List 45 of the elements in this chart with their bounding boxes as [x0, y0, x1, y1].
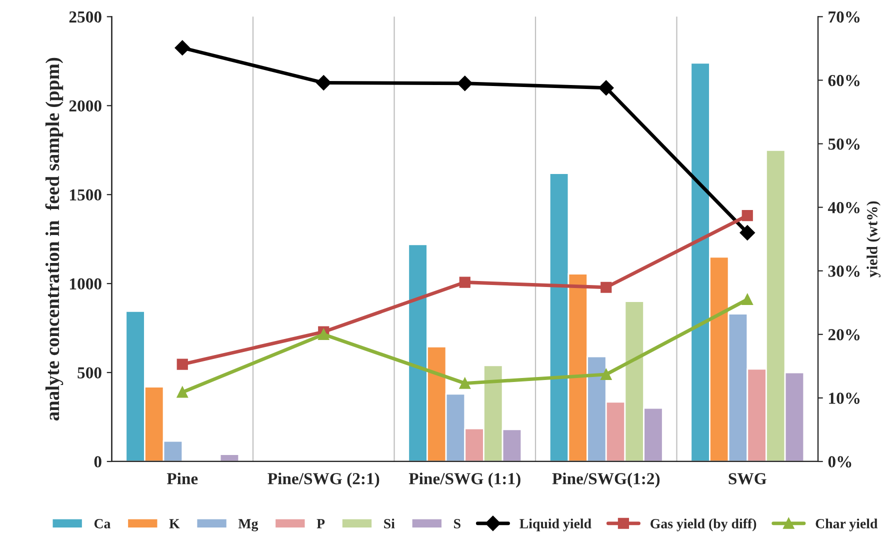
point [176, 386, 188, 398]
point [459, 276, 470, 288]
y2-tick-label: 30% [828, 266, 860, 277]
y2-tick-label: 20% [828, 329, 860, 340]
x-tick-label: Pine/SWG (2:1) [268, 472, 380, 488]
y-tick-label: 1500 [70, 189, 102, 201]
legend-label: K [169, 519, 180, 528]
point [742, 294, 753, 305]
y-tick-label: 2000 [69, 100, 102, 112]
legend-label: P [316, 519, 325, 528]
y2-tick-label: 60% [828, 74, 860, 86]
y-tick-label: 1000 [70, 278, 102, 290]
y-tick-label: 2500 [69, 11, 102, 23]
y2-tick-label: 0% [828, 456, 852, 468]
point [600, 368, 612, 380]
y2-tick-label: 70% [828, 11, 860, 23]
point [600, 282, 612, 293]
point [459, 378, 470, 389]
x-tick-label: Pine/SWG(1:2) [552, 472, 660, 488]
y2-tick-label: 10% [829, 392, 860, 404]
x-tick-label: Pine/SWG (1:1) [408, 472, 520, 488]
x-tick-label: Pine [166, 472, 198, 484]
legend-label: Liquid yield [520, 518, 592, 532]
point [740, 225, 755, 240]
legend-label: Ca [94, 519, 110, 528]
legend-label: Char yield [816, 518, 878, 532]
legend-label: Si [384, 518, 395, 528]
legend-label: Mg [238, 519, 258, 532]
legend-label: Gas yield (by diff) [650, 518, 756, 532]
y-axis-title: analyte concentration in feed sample (ppm) [45, 58, 64, 420]
point [318, 328, 330, 340]
point [742, 210, 753, 222]
y2-axis-title: yield (wt%) [866, 201, 881, 278]
point [457, 76, 472, 91]
y-tick-label: 500 [78, 367, 102, 378]
point [174, 40, 190, 56]
y2-tick-label: 50% [828, 138, 860, 150]
point [598, 80, 614, 96]
legend-label: S [454, 519, 460, 528]
point [176, 358, 188, 370]
x-tick-label: SWG [728, 473, 766, 484]
bar [219, 454, 240, 462]
point [316, 75, 332, 90]
y2-tick-label: 40% [828, 202, 860, 214]
y-tick-label: 0 [94, 456, 102, 468]
